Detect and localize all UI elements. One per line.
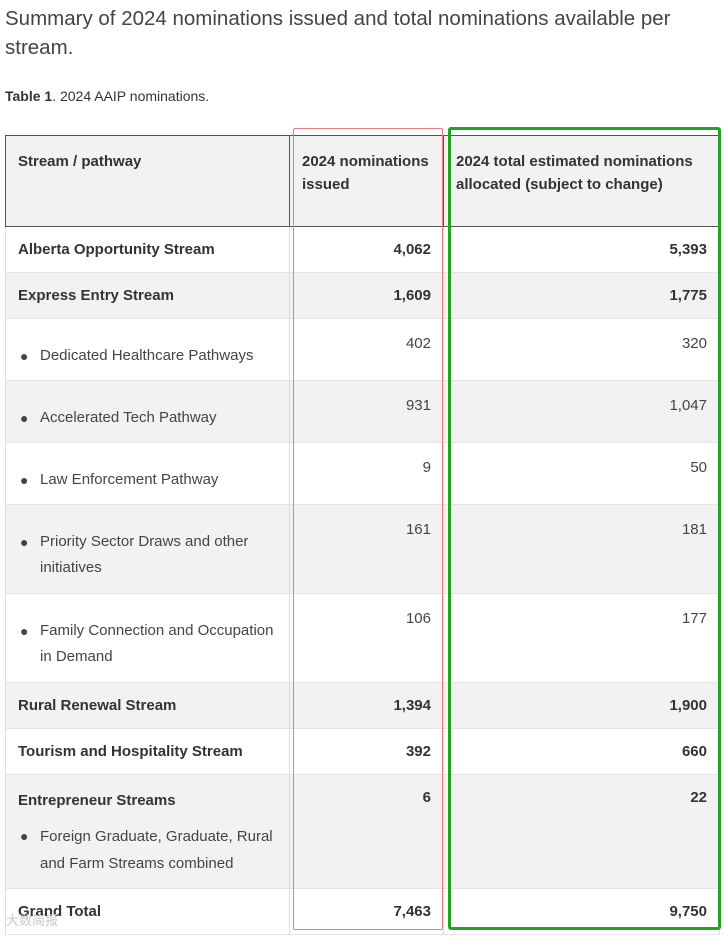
row-allocated: 660 (443, 728, 720, 775)
row-label: Law Enforcement Pathway (40, 471, 219, 488)
row-label-cell: ● Family Connection and Occupation in Dem… (5, 593, 290, 683)
table-row: ● Family Connection and Occupation in Dem… (5, 593, 720, 683)
header-issued: 2024 nominations issued (289, 135, 444, 227)
table-row: Entrepreneur Streams ● Foreign Graduate, … (5, 774, 720, 889)
row-label: Tourism and Hospitality Stream (5, 728, 290, 775)
row-label-cell: Entrepreneur Streams ● Foreign Graduate, … (5, 774, 290, 889)
page-heading: Summary of 2024 nominations issued and t… (5, 7, 671, 59)
row-allocated: 181 (443, 504, 720, 594)
table-row: Express Entry Stream 1,609 1,775 (5, 272, 720, 319)
header-allocated: 2024 total estimated nominations allocat… (443, 135, 720, 227)
row-allocated: 1,900 (443, 682, 720, 729)
bullet-icon: ● (20, 410, 29, 426)
row-allocated: 50 (443, 442, 720, 505)
row-issued: 1,394 (289, 682, 444, 729)
row-allocated: 320 (443, 318, 720, 381)
row-issued: 9 (289, 442, 444, 505)
nominations-table: Stream / pathway 2024 nominations issued… (5, 135, 720, 935)
row-label: Grand Total (5, 888, 290, 935)
row-label: Express Entry Stream (5, 272, 290, 319)
row-issued: 4,062 (289, 226, 444, 273)
row-label: Alberta Opportunity Stream (5, 226, 290, 273)
bullet-icon: ● (20, 348, 29, 364)
row-allocated: 1,047 (443, 380, 720, 443)
row-allocated: 1,775 (443, 272, 720, 319)
row-label-cell: ● Priority Sector Draws and other initiat… (5, 504, 290, 594)
row-label-cell: ● Accelerated Tech Pathway (5, 380, 290, 443)
bullet-icon: ● (20, 623, 29, 639)
table-row: Grand Total 7,463 9,750 (5, 888, 720, 935)
row-issued: 931 (289, 380, 444, 443)
row-issued: 392 (289, 728, 444, 775)
bullet-icon: ● (20, 472, 29, 488)
table-row: ● Dedicated Healthcare Pathways 402 320 (5, 318, 720, 381)
bullet-icon: ● (20, 828, 29, 844)
row-label: Family Connection and Occupation in Dema… (40, 622, 274, 665)
header-stream: Stream / pathway (5, 135, 290, 227)
table-row: ● Law Enforcement Pathway 9 50 (5, 442, 720, 505)
row-issued: 7,463 (289, 888, 444, 935)
row-sublabel: Foreign Graduate, Graduate, Rural and Fa… (40, 828, 273, 872)
row-label: Dedicated Healthcare Pathways (40, 347, 254, 364)
row-allocated: 177 (443, 593, 720, 683)
table-row: Tourism and Hospitality Stream 392 660 (5, 728, 720, 775)
row-allocated: 9,750 (443, 888, 720, 935)
row-label: Entrepreneur Streams (18, 792, 176, 809)
row-issued: 161 (289, 504, 444, 594)
row-allocated: 5,393 (443, 226, 720, 273)
row-allocated: 22 (443, 774, 720, 889)
row-issued: 402 (289, 318, 444, 381)
row-label: Rural Renewal Stream (5, 682, 290, 729)
table-row: ● Accelerated Tech Pathway 931 1,047 (5, 380, 720, 443)
row-issued: 106 (289, 593, 444, 683)
row-label-cell: ● Dedicated Healthcare Pathways (5, 318, 290, 381)
caption-label: Table 1 (5, 88, 53, 104)
row-label: Accelerated Tech Pathway (40, 409, 217, 426)
bullet-icon: ● (20, 534, 29, 550)
table-row: ● Priority Sector Draws and other initiat… (5, 504, 720, 594)
table-row: Rural Renewal Stream 1,394 1,900 (5, 682, 720, 729)
row-label: Priority Sector Draws and other initiati… (40, 533, 249, 576)
row-label-cell: ● Law Enforcement Pathway (5, 442, 290, 505)
row-issued: 6 (289, 774, 444, 889)
row-issued: 1,609 (289, 272, 444, 319)
watermark: 大数简报 (6, 913, 59, 928)
table-header-row: Stream / pathway 2024 nominations issued… (5, 135, 720, 227)
caption-text: . 2024 AAIP nominations. (52, 88, 210, 104)
table-row: Alberta Opportunity Stream 4,062 5,393 (5, 226, 720, 273)
table-caption: Table 1. 2024 AAIP nominations. (5, 88, 209, 104)
